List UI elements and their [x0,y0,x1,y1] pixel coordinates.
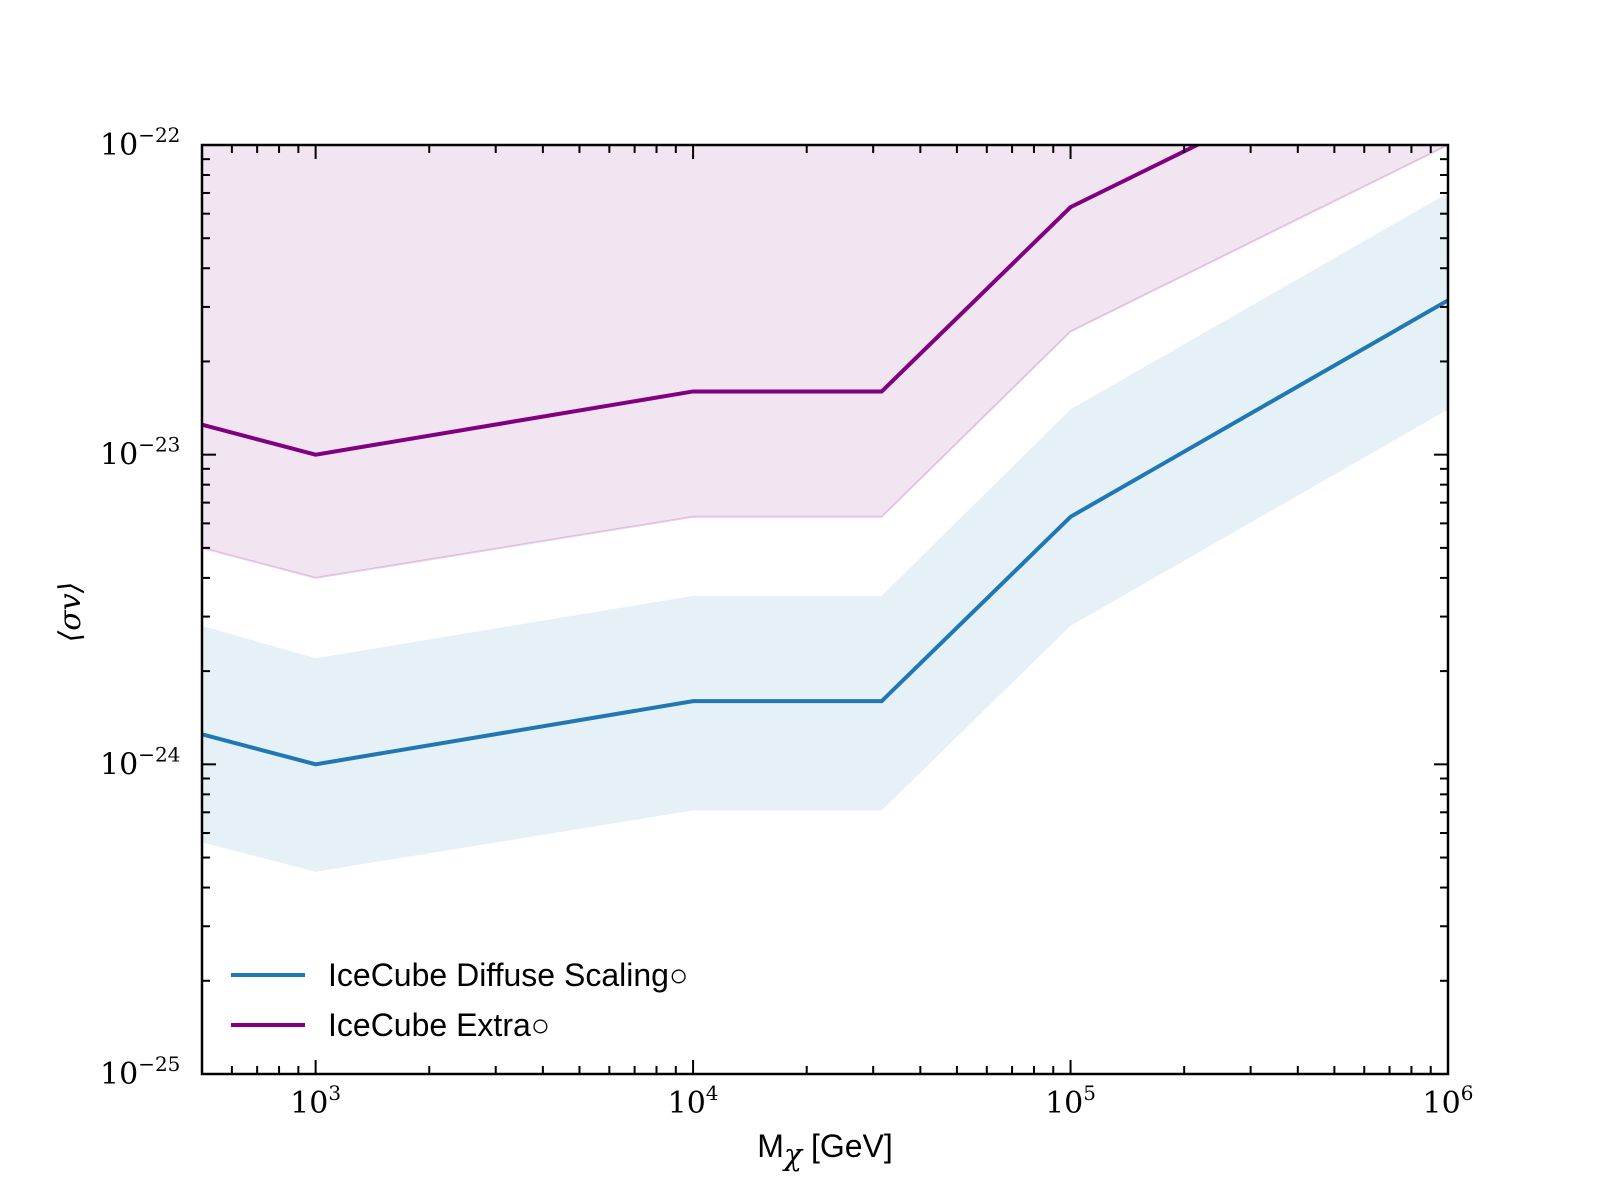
x-axis-label-subscript: χ [782,1138,804,1173]
band-series-1 [202,192,1448,872]
x-tick-label-exponent: 4 [706,1081,719,1105]
legend-label-1: IceCube Diffuse Scaling○ [328,957,688,993]
x-tick-label: 103 [290,1081,341,1121]
x-axis-label: Mχ [GeV] [757,1128,893,1173]
y-tick-label-base: 10 [100,1057,138,1092]
y-tick-label: 10−25 [100,1052,180,1092]
y-tick-label: 10−23 [100,433,180,473]
legend-label-2: IceCube Extra○ [328,1007,550,1043]
series-line-1 [202,298,1448,767]
x-tick-label-base: 10 [290,1086,328,1121]
band-series-2 [202,145,1448,579]
x-tick-label-base: 10 [668,1086,706,1121]
x-axis-label-main: M [757,1128,784,1164]
uncertainty-bands [202,145,1448,872]
series-line-2 [202,145,1202,457]
y-tick-label-base: 10 [100,438,138,473]
x-tick-label-base: 10 [1423,1086,1461,1121]
x-tick-label: 105 [1045,1081,1096,1121]
y-tick-label-exponent: −23 [138,433,180,457]
y-tick-label: 10−24 [100,742,180,782]
y-tick-label-base: 10 [100,747,138,782]
y-tick-label: 10−22 [100,123,180,163]
x-axis-label-unit: [GeV] [802,1128,893,1164]
y-tick-label-exponent: −22 [138,123,180,147]
legend: IceCube Diffuse Scaling○ IceCube Extra○ [231,957,688,1043]
plot-frame [200,143,1450,1076]
x-tick-label: 106 [1423,1081,1474,1121]
x-tick-label-exponent: 3 [328,1081,341,1105]
y-axis-label: ⟨σv⟩ [53,582,88,643]
x-tick-label-exponent: 5 [1083,1081,1096,1105]
y-tick-label-exponent: −25 [138,1052,180,1076]
y-tick-label-base: 10 [100,128,138,163]
x-tick-label: 104 [668,1081,719,1121]
x-tick-label-base: 10 [1045,1086,1083,1121]
x-tick-label-exponent: 6 [1461,1081,1474,1105]
y-tick-label-exponent: −24 [138,742,180,766]
